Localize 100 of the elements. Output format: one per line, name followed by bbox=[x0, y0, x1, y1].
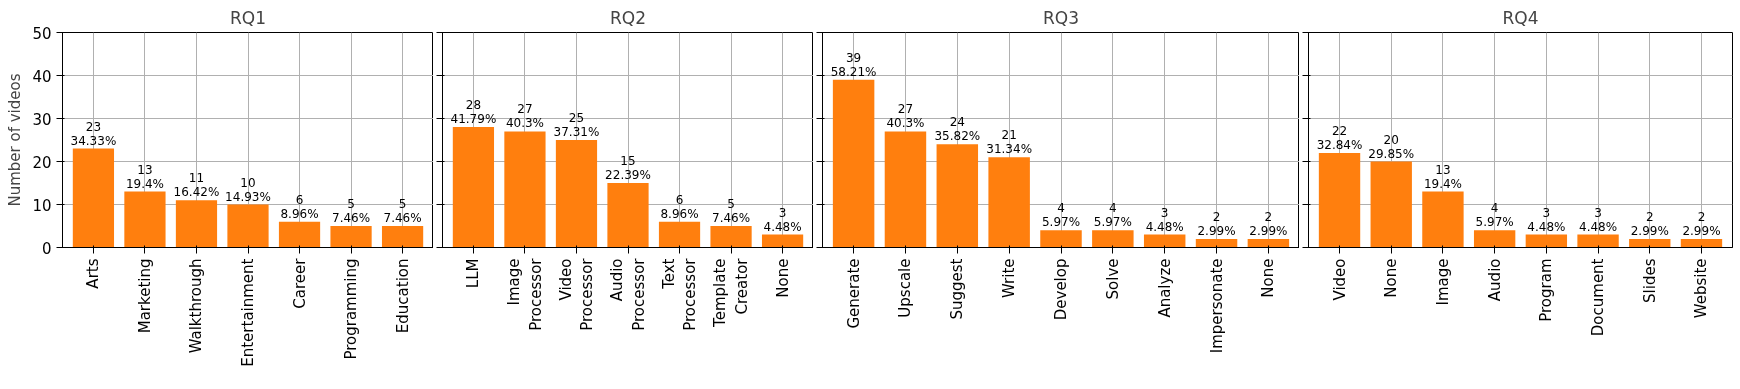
bar bbox=[1318, 152, 1361, 248]
x-tick-label: LLM bbox=[464, 258, 483, 289]
bar bbox=[555, 140, 598, 248]
x-tick-label: Generate bbox=[844, 258, 863, 329]
bar bbox=[1525, 234, 1568, 248]
x-tick-label: Website bbox=[1692, 258, 1711, 319]
x-tick-label: Marketing bbox=[135, 258, 154, 334]
y-tick-label: 20 bbox=[32, 153, 52, 172]
data-label: 13 19.4% bbox=[1423, 162, 1462, 191]
data-label: 23 34.33% bbox=[70, 119, 117, 148]
data-label: 22 32.84% bbox=[1316, 123, 1363, 152]
x-tick-label: Video bbox=[1330, 258, 1349, 301]
chart-title: RQ1 bbox=[230, 7, 267, 28]
data-label: 6 8.96% bbox=[280, 192, 319, 221]
bar bbox=[1370, 161, 1412, 248]
x-tick-label: None bbox=[1382, 258, 1401, 298]
y-tick-label: 50 bbox=[32, 24, 52, 43]
y-tick-label: 10 bbox=[32, 196, 52, 215]
x-tick-label: Analyze bbox=[1155, 258, 1174, 318]
x-tick-label: None bbox=[773, 258, 792, 298]
data-label: 5 7.46% bbox=[711, 197, 751, 225]
bar bbox=[607, 183, 649, 248]
data-label: 6 8.96% bbox=[660, 192, 699, 221]
data-label: 21 31.34% bbox=[986, 128, 1033, 157]
data-label: 3 4.48% bbox=[1527, 205, 1566, 234]
y-tick-label: 0 bbox=[41, 239, 52, 258]
data-label: 3 4.48% bbox=[763, 205, 802, 234]
x-tick-label: Program bbox=[1537, 258, 1556, 322]
bar bbox=[175, 200, 218, 248]
bar bbox=[124, 191, 166, 248]
bar bbox=[72, 148, 115, 248]
x-tick-label: Impersonate bbox=[1207, 258, 1226, 354]
x-tick-label: Education bbox=[393, 258, 412, 334]
data-label: 27 40.3% bbox=[505, 102, 545, 131]
x-tick-label: Career bbox=[290, 257, 309, 309]
data-label: 20 29.85% bbox=[1368, 132, 1415, 161]
bar bbox=[381, 226, 424, 248]
chart-title: RQ4 bbox=[1502, 7, 1539, 28]
data-label: 27 40.3% bbox=[886, 102, 925, 131]
bar bbox=[504, 131, 546, 248]
data-label: 2 2.99% bbox=[1682, 209, 1721, 238]
data-label: 3 4.48% bbox=[1145, 205, 1184, 234]
bar bbox=[832, 79, 875, 248]
x-tick-label: Arts bbox=[84, 258, 103, 289]
bar bbox=[278, 221, 321, 248]
chart-title: RQ3 bbox=[1043, 7, 1080, 28]
x-tick-label: Walkthrough bbox=[187, 258, 206, 354]
data-label: 28 41.79% bbox=[450, 98, 497, 127]
data-label: 4 5.97% bbox=[1041, 201, 1081, 230]
data-label: 11 16.42% bbox=[173, 171, 220, 200]
x-tick-label: Video Processor bbox=[556, 257, 597, 331]
bar bbox=[1143, 234, 1186, 248]
x-tick-label: Solve bbox=[1103, 258, 1122, 300]
data-label: 3 4.48% bbox=[1579, 205, 1618, 234]
x-tick-label: Audio bbox=[1485, 258, 1504, 302]
x-tick-label: Slides bbox=[1640, 258, 1659, 303]
x-tick-label: Upscale bbox=[896, 258, 915, 318]
data-label: 10 14.93% bbox=[225, 175, 271, 204]
bar bbox=[1629, 238, 1671, 248]
x-tick-label: Document bbox=[1589, 258, 1608, 337]
chart-title: RQ2 bbox=[610, 7, 647, 28]
bar bbox=[710, 226, 752, 248]
x-tick-label: Audio Processor bbox=[608, 257, 648, 331]
data-label: 15 22.39% bbox=[605, 154, 651, 182]
x-tick-label: None bbox=[1259, 258, 1278, 298]
data-label: 5 7.46% bbox=[383, 197, 422, 225]
bar bbox=[1247, 238, 1290, 248]
y-tick-label: 40 bbox=[32, 67, 52, 86]
x-tick-label: Programming bbox=[342, 258, 361, 360]
x-tick-label: Entertainment bbox=[239, 258, 257, 367]
x-tick-label: Image bbox=[1433, 258, 1452, 306]
data-label: 25 37.31% bbox=[553, 111, 600, 139]
data-label: 2 2.99% bbox=[1249, 209, 1288, 238]
x-tick-label: Develop bbox=[1052, 258, 1070, 321]
bar bbox=[658, 221, 701, 248]
x-tick-label: Suggest bbox=[948, 258, 967, 320]
x-tick-label: Image Processor bbox=[505, 257, 545, 331]
bar bbox=[1577, 234, 1619, 248]
bar bbox=[227, 204, 269, 248]
y-tick-label: 30 bbox=[32, 110, 52, 129]
bar bbox=[1195, 238, 1238, 248]
data-label: 39 58.21% bbox=[830, 50, 877, 79]
data-label: 5 7.46% bbox=[331, 197, 371, 225]
data-label: 2 2.99% bbox=[1630, 209, 1669, 238]
bar bbox=[761, 234, 804, 248]
bar bbox=[1422, 191, 1464, 248]
x-tick-label: Text Processor bbox=[659, 257, 700, 331]
bar bbox=[330, 226, 372, 248]
x-tick-label: Write bbox=[1000, 258, 1019, 299]
bar bbox=[884, 131, 927, 248]
bar bbox=[1680, 238, 1723, 248]
data-label: 13 19.4% bbox=[125, 162, 165, 191]
bar bbox=[936, 144, 979, 248]
bar bbox=[988, 157, 1030, 248]
y-axis-title: Number of videos bbox=[6, 73, 25, 207]
data-label: 4 5.97% bbox=[1093, 201, 1132, 230]
x-tick-label: Template Creator bbox=[711, 257, 751, 328]
bar bbox=[1040, 230, 1082, 248]
data-label: 4 5.97% bbox=[1475, 201, 1514, 230]
data-label: 24 35.82% bbox=[934, 115, 981, 144]
